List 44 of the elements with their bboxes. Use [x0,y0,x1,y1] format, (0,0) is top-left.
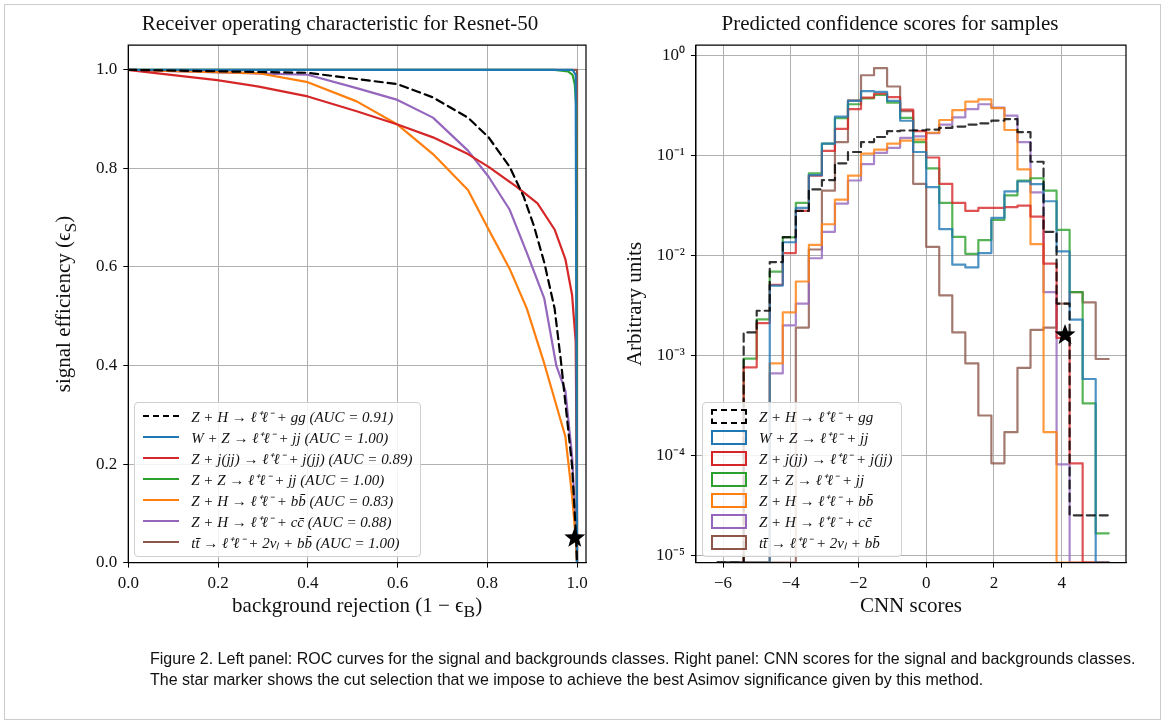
x-tick-label: 1.0 [566,573,588,593]
legend-label: W + Z → ℓ⁺ℓ⁻ + jj [758,429,869,448]
legend-label: Z + H → ℓ⁺ℓ⁻ + gg (AUC = 0.91) [191,408,394,427]
y-tick-label: 10⁰ [661,45,685,65]
chart-title: Receiver operating characteristic for Resnet-50 [141,11,539,36]
caption: Figure 2. Left panel: ROC curves for the signal and backgrounds classes. Right panel: CNN scores for the signal and backgrounds classes. The star marker shows the cut selection that we impose to achieve the best Asimov significance given by this method. [150,649,1137,690]
y-tick-label: 1.0 [96,59,118,79]
y-tick-label: 0.0 [96,552,118,572]
y-tick-label: 10⁻² [656,245,685,265]
legend-label: Z + Z → ℓ⁺ℓ⁻ + jj (AUC = 1.00) [191,471,385,490]
legend-label: tt̄ → ℓ⁺ℓ⁻ + 2νₗ + bb̄ (AUC = 1.00) [191,534,400,553]
legend-label: Z + j(jj) → ℓ⁺ℓ⁻ + j(jj) [758,450,893,469]
x-tick-label: 0.0 [117,573,139,593]
y-tick-label: 0.6 [96,256,118,276]
x-tick-label: 0.8 [476,573,498,593]
legend-label: Z + H → ℓ⁺ℓ⁻ + gg [758,408,874,427]
y-tick-label: 0.4 [96,354,118,374]
y-tick-label: 0.8 [96,157,118,177]
y-tick-label: 0.2 [96,453,118,473]
chart-title: Predicted confidence scores for samples [721,11,1059,36]
x-tick-label: 0.6 [386,573,409,593]
legend-label: Z + j(jj) → ℓ⁺ℓ⁻ + j(jj) (AUC = 0.89) [191,450,413,469]
x-tick-label: −6 [713,573,733,593]
y-tick-label: 10⁻¹ [656,145,685,165]
x-tick-label: −2 [849,573,868,593]
x-tick-label: 2 [989,573,999,593]
legend-label: Z + H → ℓ⁺ℓ⁻ + cc̄ (AUC = 0.88) [191,513,392,532]
x-tick-label: −4 [781,573,801,593]
x-axis-title: CNN scores [859,592,962,618]
legend-label: Z + Z → ℓ⁺ℓ⁻ + jj [758,471,865,490]
legend-label: tt̄ → ℓ⁺ℓ⁻ + 2νₗ + bb̄ [758,534,880,553]
legend-label: Z + H → ℓ⁺ℓ⁻ + bb̄ (AUC = 0.83) [191,492,394,511]
y-axis-title: Arbitrary units [621,241,647,367]
x-tick-label: 4 [1057,573,1067,593]
legend-label: Z + H → ℓ⁺ℓ⁻ + cc̄ [758,513,872,532]
y-tick-label: 10⁻⁵ [655,544,685,564]
legend-label: W + Z → ℓ⁺ℓ⁻ + jj (AUC = 1.00) [191,429,389,448]
x-tick-label: 0 [921,573,931,593]
x-tick-label: 0.4 [297,573,319,593]
x-axis-title: background rejection (1 − ϵ$_{B}$) [232,592,483,622]
y-tick-label: 10⁻⁴ [655,444,685,464]
y-tick-label: 10⁻³ [656,344,685,364]
legend-label: Z + H → ℓ⁺ℓ⁻ + bb̄ [758,492,874,511]
x-tick-label: 0.2 [207,573,229,593]
